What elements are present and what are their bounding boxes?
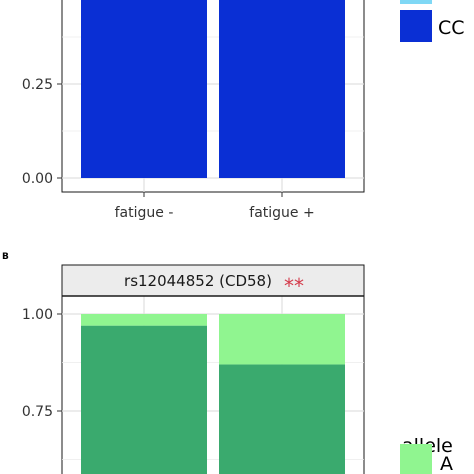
panel-b-bar (219, 364, 345, 474)
panel-b-strip (61, 264, 365, 297)
panel-a-x-tick-label: fatigue - (115, 205, 174, 221)
panel-a-y-tick-label: 0.25 (22, 77, 53, 93)
panel-a-legend-label: CC (438, 17, 465, 39)
panel-a-y-tick-label: 0.00 (22, 171, 53, 187)
panel-a-x-tick-label: fatigue + (249, 205, 314, 221)
panel-b-strip-title: rs12044852 (CD58) (124, 272, 272, 290)
panel-b-tag: B (2, 252, 9, 262)
panel-a-legend-key (400, 10, 432, 42)
panel-a-bar (219, 0, 345, 178)
panel-b-significance: ** (284, 274, 304, 298)
panel-a-bar (81, 0, 207, 178)
panel-b-y-tick-label: 0.75 (22, 404, 53, 420)
panel-b-legend-key (400, 444, 432, 474)
panel-b-legend-label: A (440, 453, 453, 474)
panel-b-y-tick-label: 1.00 (22, 307, 53, 323)
panel-b-bar (81, 314, 207, 326)
panel-b-bar (219, 314, 345, 365)
panel-a-legend-key-partial (400, 0, 432, 4)
panel-b-bar (81, 325, 207, 474)
